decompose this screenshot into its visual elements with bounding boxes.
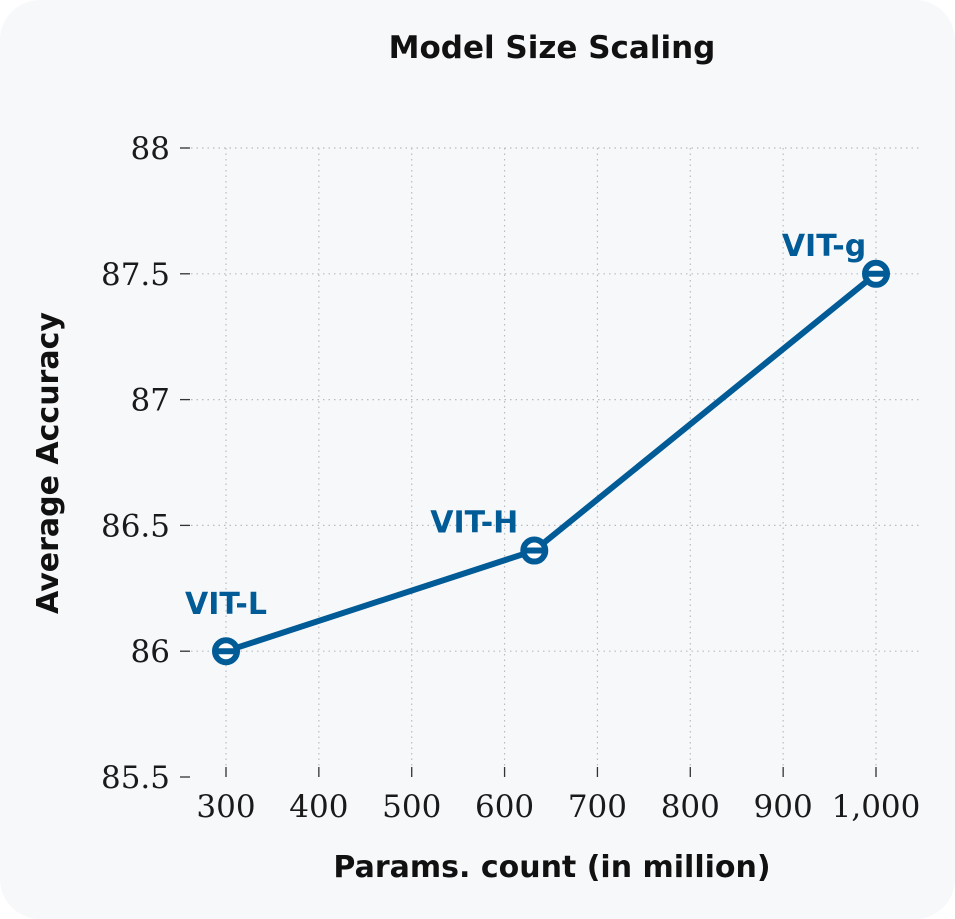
series — [212, 259, 890, 666]
x-tick-label: 800 — [661, 789, 720, 825]
x-tick-label: 1,000 — [832, 789, 921, 825]
y-tick-label: 88 — [131, 131, 170, 167]
chart-title: Model Size Scaling — [389, 30, 716, 66]
x-tick-label: 400 — [289, 789, 348, 825]
x-tick-label: 300 — [196, 789, 255, 825]
y-tick-label: 86 — [131, 634, 170, 670]
series-line — [225, 271, 878, 655]
y-tick-label: 85.5 — [101, 760, 170, 796]
data-label: VIT-g — [782, 229, 866, 264]
grid — [180, 147, 922, 777]
x-tick-label: 600 — [475, 789, 534, 825]
y-tick-label: 86.5 — [101, 508, 170, 544]
data-label: VIT-L — [185, 587, 267, 622]
data-label: VIT-H — [430, 506, 518, 541]
y-tick-label: 87 — [131, 383, 170, 419]
x-tick-label: 900 — [754, 789, 813, 825]
point-labels: VIT-L VIT-H VIT-g — [185, 229, 866, 622]
y-axis-title: Average Accuracy — [31, 312, 66, 614]
axes: 85.5 86 86.5 87 87.5 88 300 400 500 600 700 800 900 1… — [101, 131, 920, 825]
x-tick-label: 700 — [568, 789, 627, 825]
x-tick-label: 500 — [382, 789, 441, 825]
y-tick-label: 87.5 — [101, 257, 170, 293]
x-axis-title: Params. count (in million) — [333, 850, 770, 885]
